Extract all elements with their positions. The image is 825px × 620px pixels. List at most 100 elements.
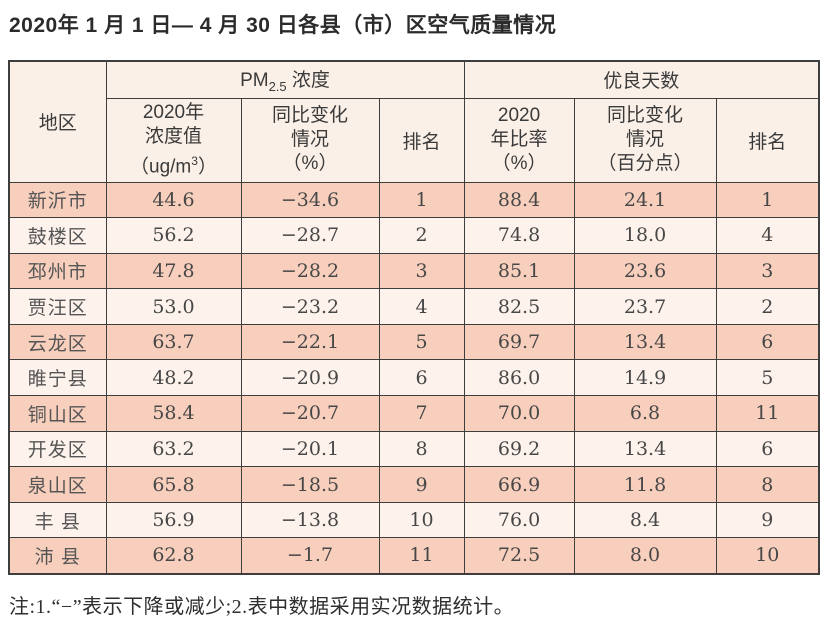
cell-rate-change: 11.8 — [573, 466, 717, 503]
pm-unit-post: ） — [197, 156, 217, 178]
cell-pm-rank: 2 — [378, 217, 465, 254]
sub-header-row: 2020年 浓度值 （ug/m3） 同比变化 情况 （%） 排名 2020 年比… — [9, 97, 820, 183]
cell-rate-rank: 9 — [715, 501, 820, 539]
table-row: 鼓楼区 56.2 −28.7 2 74.8 18.0 4 — [8, 217, 820, 254]
air-quality-table: 地区 PM2.5 浓度 优良天数 2020年 浓度值 （ug/m3） 同比变化 … — [8, 60, 821, 575]
cell-pm-change: −20.9 — [240, 359, 380, 397]
cell-pm-value: 56.2 — [105, 217, 242, 254]
header-rate-line3: （%） — [491, 153, 547, 174]
header-rate-change-line1: 同比变化 — [607, 105, 684, 126]
pm-unit-sup: 3 — [191, 153, 198, 168]
cell-rate: 66.9 — [463, 466, 575, 503]
header-rate-change-line2: 情况 — [626, 129, 665, 150]
cell-pm-change: −20.1 — [240, 430, 380, 468]
cell-pm-value: 63.2 — [105, 430, 242, 468]
cell-pm-rank: 5 — [378, 323, 465, 361]
cell-rate: 74.8 — [463, 217, 575, 254]
cell-rate: 69.2 — [463, 430, 575, 468]
cell-pm-rank: 7 — [378, 395, 465, 432]
header-pm-change-line1: 同比变化 — [271, 105, 348, 126]
cell-pm-change: −34.6 — [240, 181, 380, 219]
pm-group-prefix: PM — [240, 70, 269, 92]
cell-pm-rank: 3 — [378, 252, 465, 290]
header-rate: 2020 年比率 （%） — [463, 97, 575, 183]
cell-pm-change: −1.7 — [240, 537, 380, 575]
cell-pm-rank: 9 — [378, 466, 465, 503]
cell-pm-value: 47.8 — [105, 252, 242, 290]
table-row: 邳州市 47.8 −28.2 3 85.1 23.6 3 — [8, 252, 820, 290]
cell-pm-change: −23.2 — [240, 288, 380, 325]
cell-region: 新沂市 — [8, 181, 107, 219]
cell-pm-change: −28.2 — [240, 252, 380, 290]
cell-region: 贾汪区 — [8, 288, 107, 325]
cell-rate: 88.4 — [463, 181, 575, 219]
pm-group-subscript: 2.5 — [268, 79, 287, 95]
cell-rate-rank: 8 — [715, 466, 820, 503]
cell-rate-change: 18.0 — [573, 217, 717, 254]
cell-region: 开发区 — [8, 430, 107, 468]
cell-pm-change: −20.7 — [240, 395, 380, 432]
cell-rate-rank: 6 — [715, 430, 820, 468]
cell-pm-change: −22.1 — [240, 323, 380, 361]
cell-rate-change: 8.4 — [573, 501, 717, 539]
header-pm-change-line2: 情况 — [290, 129, 329, 150]
cell-pm-change: −18.5 — [240, 466, 380, 503]
cell-rate-change: 13.4 — [573, 323, 717, 361]
cell-region: 丰 县 — [8, 501, 107, 539]
header-rate-rank: 排名 — [715, 97, 820, 183]
cell-rate-change: 24.1 — [573, 181, 717, 219]
header-good-days-group: 优良天数 — [463, 60, 820, 99]
cell-rate: 70.0 — [463, 395, 575, 432]
cell-pm-rank: 6 — [378, 359, 465, 397]
header-region: 地区 — [8, 60, 107, 183]
cell-rate-rank: 4 — [715, 217, 820, 254]
pm-unit-pre: （ug/m — [130, 156, 192, 178]
header-pm-value-line2: 浓度值 — [144, 125, 202, 147]
cell-pm-value: 65.8 — [105, 466, 242, 503]
table-row: 丰 县 56.9 −13.8 10 76.0 8.4 9 — [8, 501, 820, 539]
header-rate-change-line3: （百分点） — [597, 153, 693, 174]
table-row: 泉山区 65.8 −18.5 9 66.9 11.8 8 — [8, 466, 820, 503]
cell-pm-change: −28.7 — [240, 217, 380, 254]
cell-region: 邳州市 — [8, 252, 107, 290]
table-body: 新沂市 44.6 −34.6 1 88.4 24.1 1 鼓楼区 56.2 −2… — [8, 181, 820, 575]
cell-rate: 76.0 — [463, 501, 575, 539]
cell-pm-value: 53.0 — [105, 288, 242, 325]
header-pm-value-line3: （ug/m3） — [107, 149, 240, 179]
cell-rate-change: 23.7 — [573, 288, 717, 325]
cell-pm-rank: 8 — [378, 430, 465, 468]
footnote: 注:1.“−”表示下降或减少;2.表中数据采用实况数据统计。 — [9, 595, 515, 618]
table-row: 开发区 63.2 −20.1 8 69.2 13.4 6 — [8, 430, 820, 468]
cell-pm-rank: 1 — [378, 181, 465, 219]
cell-rate: 69.7 — [463, 323, 575, 361]
cell-rate-rank: 10 — [715, 537, 820, 575]
cell-rate-change: 23.6 — [573, 252, 717, 290]
header-pm-change: 同比变化 情况 （%） — [240, 97, 380, 183]
table-row: 贾汪区 53.0 −23.2 4 82.5 23.7 2 — [8, 288, 820, 325]
cell-pm-value: 48.2 — [105, 359, 242, 397]
header-pm-value-line1: 2020年 — [142, 101, 205, 123]
table-row: 沛 县 62.8 −1.7 11 72.5 8.0 10 — [8, 537, 820, 575]
header-pm-group: PM2.5 浓度 — [105, 60, 465, 99]
table-row: 云龙区 63.7 −22.1 5 69.7 13.4 6 — [8, 323, 820, 361]
cell-pm-change: −13.8 — [240, 501, 380, 539]
header-rate-line2: 年比率 — [490, 129, 548, 150]
cell-region: 云龙区 — [8, 323, 107, 361]
cell-region: 鼓楼区 — [8, 217, 107, 254]
header-rate-line1: 2020 — [497, 105, 541, 126]
cell-pm-value: 63.7 — [105, 323, 242, 361]
header-pm-change-line3: （%） — [282, 153, 338, 174]
cell-rate-change: 6.8 — [573, 395, 717, 432]
cell-rate: 82.5 — [463, 288, 575, 325]
cell-rate-rank: 1 — [715, 181, 820, 219]
cell-rate-change: 8.0 — [573, 537, 717, 575]
cell-rate: 85.1 — [463, 252, 575, 290]
cell-rate: 86.0 — [463, 359, 575, 397]
cell-rate-rank: 3 — [715, 252, 820, 290]
table-row: 新沂市 44.6 −34.6 1 88.4 24.1 1 — [8, 181, 820, 219]
cell-pm-value: 56.9 — [105, 501, 242, 539]
cell-rate: 72.5 — [463, 537, 575, 575]
cell-pm-rank: 10 — [378, 501, 465, 539]
header-pm-value: 2020年 浓度值 （ug/m3） — [105, 97, 242, 183]
